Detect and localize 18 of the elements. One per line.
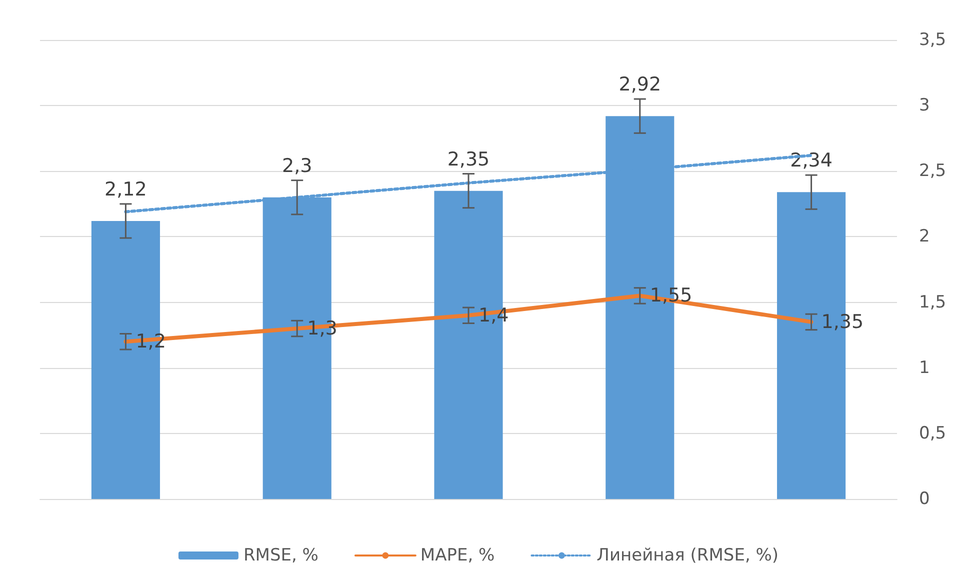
- y-tick-label: 0,5: [919, 423, 946, 444]
- y-tick-label: 1,5: [919, 292, 946, 312]
- data-label: 2,34: [790, 150, 832, 172]
- data-label: 1,3: [307, 318, 338, 340]
- legend-label: MAPE, %: [420, 546, 495, 566]
- y-tick-label: 1: [919, 358, 930, 378]
- data-label: 2,35: [447, 148, 490, 170]
- y-tick-label: 2: [919, 226, 930, 247]
- y-tick-label: 3: [919, 96, 930, 116]
- y-tick-label: 0: [919, 489, 930, 509]
- legend-label: RMSE, %: [243, 546, 318, 566]
- data-label: 1,55: [650, 284, 692, 307]
- data-label: 2,12: [104, 178, 147, 200]
- y-tick-label: 3,5: [919, 30, 946, 50]
- data-label: 2,3: [282, 154, 312, 177]
- y-tick-label: 2,5: [919, 161, 946, 182]
- data-label: 2,92: [618, 74, 662, 96]
- legend-label: Линейная (RMSE, %): [596, 546, 779, 566]
